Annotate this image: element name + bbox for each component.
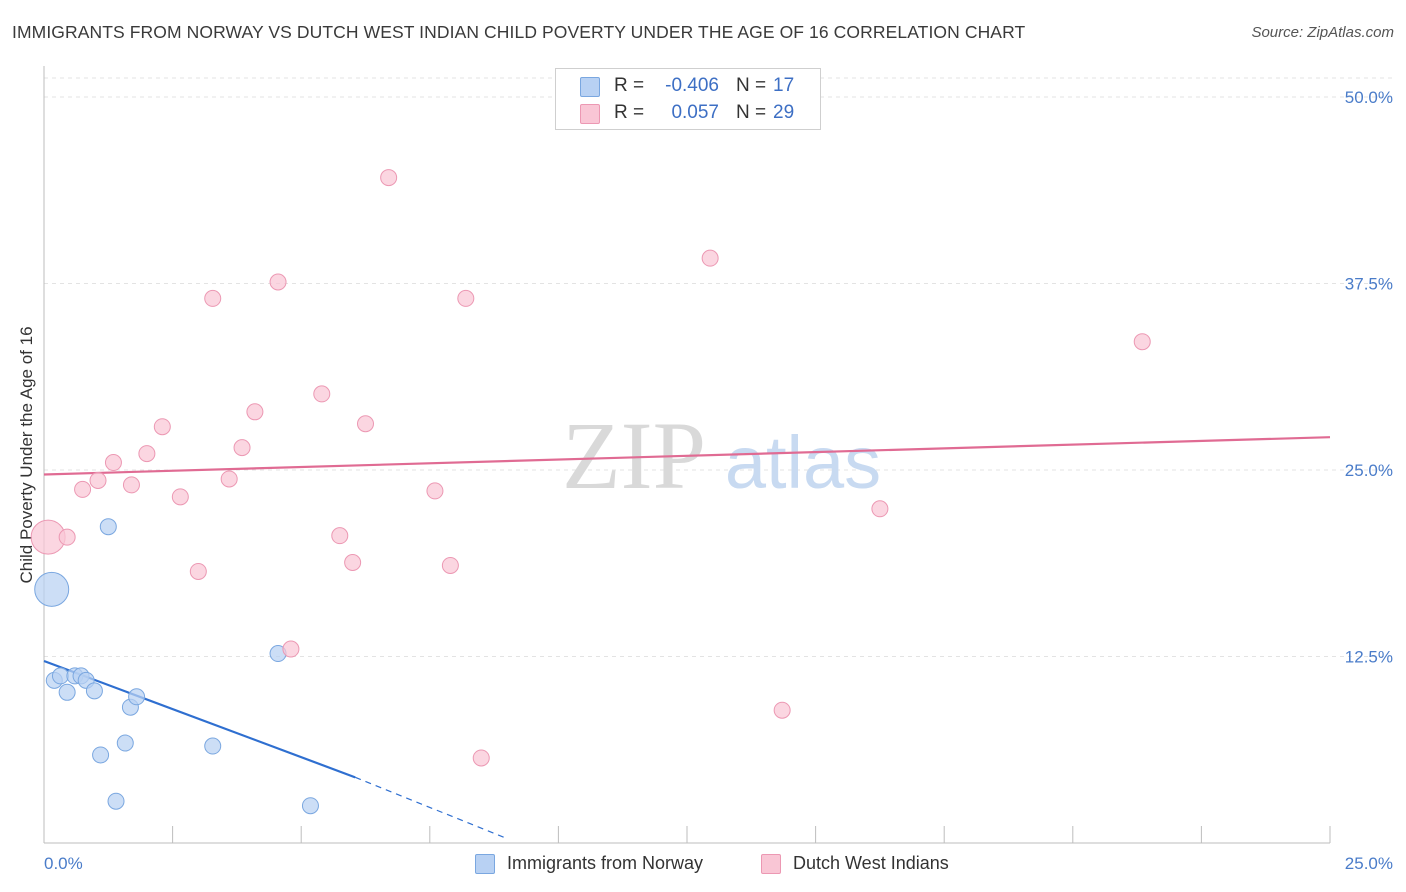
- dutch-west-indians-point: [74, 480, 92, 498]
- norway-point: [58, 683, 76, 701]
- dutch-west-indians-point: [153, 418, 171, 436]
- y-tick-label: 50.0%: [1345, 88, 1393, 107]
- norway-point: [204, 737, 222, 755]
- norway-point: [92, 746, 110, 764]
- dutch-west-indians-point: [138, 445, 156, 463]
- data-points: [30, 169, 1151, 815]
- legend-n-value: 17: [773, 75, 795, 96]
- legend-r-value: 0.057: [671, 102, 719, 123]
- dutch-west-indians-point: [331, 527, 349, 545]
- dutch-west-indians-point: [233, 439, 251, 457]
- chart-title: IMMIGRANTS FROM NORWAY VS DUTCH WEST IND…: [12, 22, 1026, 42]
- dutch-west-indians-point: [104, 454, 122, 472]
- legend-n-value: 29: [773, 102, 795, 123]
- dutch-west-indians-point: [344, 554, 362, 572]
- legend-label-norway: Immigrants from Norway: [507, 853, 704, 873]
- dutch-west-indians-point: [472, 749, 490, 767]
- norway-trend-extension: [354, 776, 508, 840]
- y-tick-label: 12.5%: [1345, 648, 1393, 667]
- x-tick-label: 25.0%: [1345, 854, 1393, 873]
- dutch-west-indians-point: [269, 273, 287, 291]
- dutch-west-indians-point: [171, 488, 189, 506]
- legend-r-value: -0.406: [665, 75, 719, 96]
- dutch-west-indians-point: [441, 556, 459, 574]
- y-tick-label: 25.0%: [1345, 461, 1393, 480]
- dutch-west-indians-point: [426, 482, 444, 500]
- dutch-west-indians-point: [380, 169, 398, 187]
- norway-point: [107, 792, 125, 810]
- y-tick-label: 37.5%: [1345, 275, 1393, 294]
- norway-point: [301, 797, 319, 815]
- x-tick-label: 0.0%: [44, 854, 83, 873]
- dutch-west-indians-point: [204, 289, 222, 307]
- legend-swatch-dutch-west-indians: [580, 104, 600, 124]
- dutch-west-indians-point: [58, 528, 76, 546]
- watermark-atlas: atlas: [725, 421, 881, 504]
- legend-n-label: N =: [736, 75, 767, 96]
- tick-labels: 12.5% 25.0% 37.5% 50.0% 0.0% 25.0%: [44, 88, 1393, 873]
- legend-row-dutch-west-indians: R = 0.057 N = 29: [556, 101, 820, 127]
- legend-r-label: R =: [614, 75, 645, 96]
- norway-point: [128, 688, 146, 706]
- dutch-west-indians-point: [1133, 333, 1151, 351]
- dutch-west-indians-point: [701, 249, 719, 267]
- dutch-west-indians-point: [246, 403, 264, 421]
- norway-point: [116, 734, 134, 752]
- norway-point: [99, 518, 117, 536]
- series-legend: Immigrants from Norway Dutch West Indian…: [0, 852, 1406, 878]
- correlation-legend: R = -0.406 N = 17 R = 0.057 N = 29: [555, 68, 821, 130]
- norway-trend-line: [43, 659, 356, 779]
- legend-row-norway: R = -0.406 N = 17: [556, 74, 820, 100]
- dutch-west-indians-point: [220, 470, 238, 488]
- trend-lines: [43, 436, 1331, 840]
- source-label: Source: ZipAtlas.com: [1251, 24, 1394, 41]
- axes: [43, 66, 1331, 844]
- norway-point: [34, 571, 70, 607]
- legend-swatch-norway: [475, 854, 495, 874]
- dutch-west-indians-point: [89, 471, 107, 489]
- dutch-west-indians-point: [282, 640, 300, 658]
- legend-r-label: R =: [614, 102, 645, 123]
- norway-point: [51, 667, 69, 685]
- legend-swatch-norway: [580, 77, 600, 97]
- norway-point: [85, 682, 103, 700]
- dutch-west-indians-point: [871, 500, 889, 518]
- dutch-west-indians-point: [313, 385, 331, 403]
- dutch-west-indians-point: [457, 289, 475, 307]
- gridlines: [44, 77, 1394, 657]
- legend-n-label: N =: [736, 102, 767, 123]
- dutch-west-indians-point: [773, 701, 791, 719]
- legend-swatch-dutch-west-indians: [761, 854, 781, 874]
- dutch-west-indians-point: [122, 476, 140, 494]
- dutch-west-indians-point: [189, 562, 207, 580]
- dutch-west-indians-trend-line: [43, 436, 1331, 476]
- legend-label-dutch-west-indians: Dutch West Indians: [793, 853, 949, 873]
- dutch-west-indians-point: [357, 415, 374, 433]
